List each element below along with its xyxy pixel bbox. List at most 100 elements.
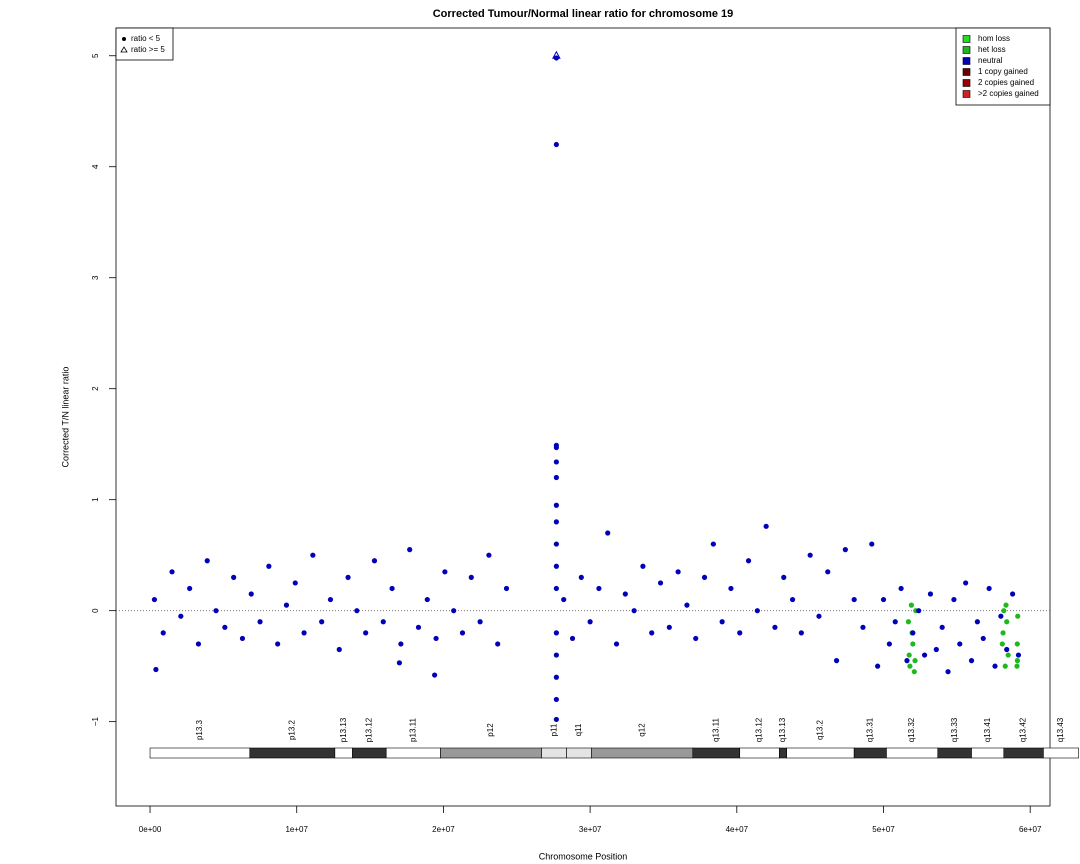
point bbox=[927, 591, 934, 597]
point bbox=[553, 630, 559, 636]
point bbox=[892, 619, 898, 625]
chromosome-band bbox=[566, 747, 592, 759]
x-tick-label: 2e+07 bbox=[432, 825, 455, 834]
band-label: p12 bbox=[486, 723, 495, 737]
legend-symbol bbox=[120, 46, 128, 53]
point bbox=[195, 641, 202, 647]
point bbox=[998, 613, 1004, 619]
point bbox=[213, 608, 219, 614]
point bbox=[910, 641, 916, 647]
point bbox=[432, 672, 438, 678]
point bbox=[222, 624, 228, 630]
legend-label: neutral bbox=[978, 56, 1003, 65]
point bbox=[477, 619, 483, 625]
band-label: q11 bbox=[574, 723, 583, 736]
point bbox=[912, 658, 918, 664]
point bbox=[569, 635, 576, 642]
point bbox=[880, 596, 887, 603]
chromosome-band bbox=[853, 747, 887, 759]
point bbox=[1015, 652, 1022, 658]
band-label: q13.41 bbox=[983, 717, 992, 742]
point bbox=[951, 596, 957, 603]
point bbox=[407, 547, 413, 553]
point bbox=[649, 630, 655, 636]
y-tick-label: −1 bbox=[91, 717, 100, 727]
point bbox=[587, 619, 593, 625]
point bbox=[553, 674, 559, 680]
band-label: q13.12 bbox=[755, 717, 764, 742]
x-tick-label: 3e+07 bbox=[579, 825, 602, 834]
point bbox=[553, 696, 559, 703]
point bbox=[905, 619, 912, 625]
point bbox=[825, 569, 831, 575]
point bbox=[398, 641, 404, 647]
point bbox=[974, 619, 980, 625]
point bbox=[605, 530, 611, 536]
point bbox=[772, 624, 778, 630]
band-label: p13.3 bbox=[195, 719, 204, 740]
point bbox=[319, 619, 325, 625]
point bbox=[939, 624, 945, 630]
point bbox=[486, 552, 492, 558]
point bbox=[754, 608, 760, 614]
chromosome-band bbox=[440, 747, 543, 759]
point bbox=[553, 716, 559, 723]
point bbox=[275, 641, 281, 647]
point bbox=[1004, 619, 1010, 625]
point bbox=[257, 619, 263, 625]
band-label: q13.43 bbox=[1056, 717, 1065, 742]
point bbox=[1000, 630, 1006, 636]
point bbox=[904, 658, 910, 664]
chromosome-band bbox=[1043, 747, 1079, 759]
x-tick-label: 4e+07 bbox=[726, 825, 749, 834]
legend-label: hom loss bbox=[978, 34, 1010, 43]
point bbox=[553, 585, 559, 592]
chart-title: Corrected Tumour/Normal linear ratio for… bbox=[433, 8, 734, 20]
point bbox=[1004, 646, 1010, 653]
point bbox=[1014, 663, 1020, 669]
legend-swatch bbox=[962, 46, 971, 54]
legend-swatch bbox=[962, 35, 971, 43]
point bbox=[963, 580, 969, 586]
point bbox=[1009, 591, 1016, 597]
point bbox=[266, 563, 272, 569]
point bbox=[745, 558, 752, 564]
point bbox=[553, 502, 559, 508]
legend-label: >2 copies gained bbox=[978, 89, 1039, 98]
legend-swatch bbox=[962, 57, 971, 65]
chromosome-band bbox=[739, 747, 780, 759]
chromosome-band bbox=[149, 747, 251, 759]
point bbox=[968, 658, 975, 664]
point bbox=[363, 630, 369, 636]
point bbox=[553, 474, 559, 481]
point bbox=[231, 574, 237, 580]
chromosome-band bbox=[786, 747, 855, 759]
point bbox=[1002, 663, 1008, 669]
point bbox=[1015, 613, 1021, 619]
x-tick-label: 1e+07 bbox=[285, 825, 308, 834]
legend-label: 2 copies gained bbox=[978, 78, 1034, 87]
point bbox=[763, 523, 769, 529]
point bbox=[798, 630, 804, 636]
point bbox=[1003, 602, 1009, 608]
point bbox=[283, 602, 290, 608]
point bbox=[986, 585, 992, 592]
chromosome-band bbox=[334, 747, 353, 759]
point bbox=[992, 663, 998, 669]
legend-label: ratio < 5 bbox=[131, 34, 161, 43]
point bbox=[898, 585, 904, 592]
point bbox=[957, 641, 963, 647]
legend-label: ratio >= 5 bbox=[131, 45, 165, 54]
point bbox=[999, 641, 1005, 647]
legend-swatch bbox=[962, 68, 971, 76]
band-label: q13.11 bbox=[711, 718, 720, 742]
point bbox=[553, 444, 559, 451]
point bbox=[921, 652, 928, 658]
point bbox=[292, 580, 298, 586]
point bbox=[916, 608, 922, 614]
point bbox=[842, 547, 848, 553]
y-tick-label: 4 bbox=[91, 164, 100, 169]
band-label: p11 bbox=[549, 723, 558, 736]
point bbox=[1005, 652, 1011, 658]
